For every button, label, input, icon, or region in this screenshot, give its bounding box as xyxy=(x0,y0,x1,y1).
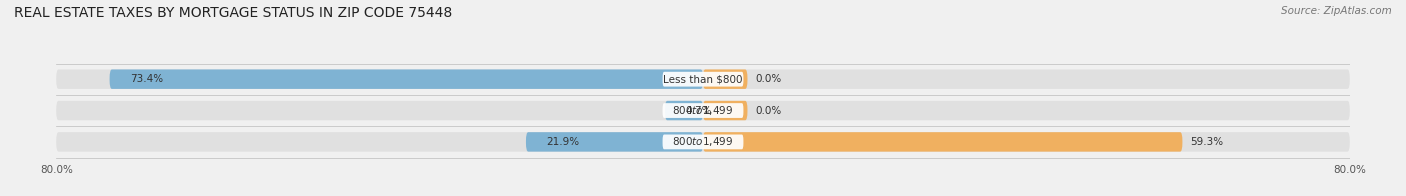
Text: 59.3%: 59.3% xyxy=(1191,137,1223,147)
FancyBboxPatch shape xyxy=(56,132,1350,152)
FancyBboxPatch shape xyxy=(56,69,1350,89)
FancyBboxPatch shape xyxy=(662,103,744,118)
Text: Less than $800: Less than $800 xyxy=(664,74,742,84)
Text: 73.4%: 73.4% xyxy=(129,74,163,84)
Text: 0.0%: 0.0% xyxy=(755,74,782,84)
Text: 21.9%: 21.9% xyxy=(546,137,579,147)
Text: 0.0%: 0.0% xyxy=(755,105,782,116)
Text: $800 to $1,499: $800 to $1,499 xyxy=(672,104,734,117)
FancyBboxPatch shape xyxy=(110,69,703,89)
FancyBboxPatch shape xyxy=(526,132,703,152)
FancyBboxPatch shape xyxy=(662,134,744,149)
Text: 4.7%: 4.7% xyxy=(685,105,711,116)
FancyBboxPatch shape xyxy=(662,72,744,87)
FancyBboxPatch shape xyxy=(703,101,748,120)
Text: Source: ZipAtlas.com: Source: ZipAtlas.com xyxy=(1281,6,1392,16)
Text: REAL ESTATE TAXES BY MORTGAGE STATUS IN ZIP CODE 75448: REAL ESTATE TAXES BY MORTGAGE STATUS IN … xyxy=(14,6,453,20)
FancyBboxPatch shape xyxy=(56,101,1350,120)
FancyBboxPatch shape xyxy=(665,101,703,120)
FancyBboxPatch shape xyxy=(703,69,748,89)
Text: $800 to $1,499: $800 to $1,499 xyxy=(672,135,734,148)
FancyBboxPatch shape xyxy=(703,132,1182,152)
